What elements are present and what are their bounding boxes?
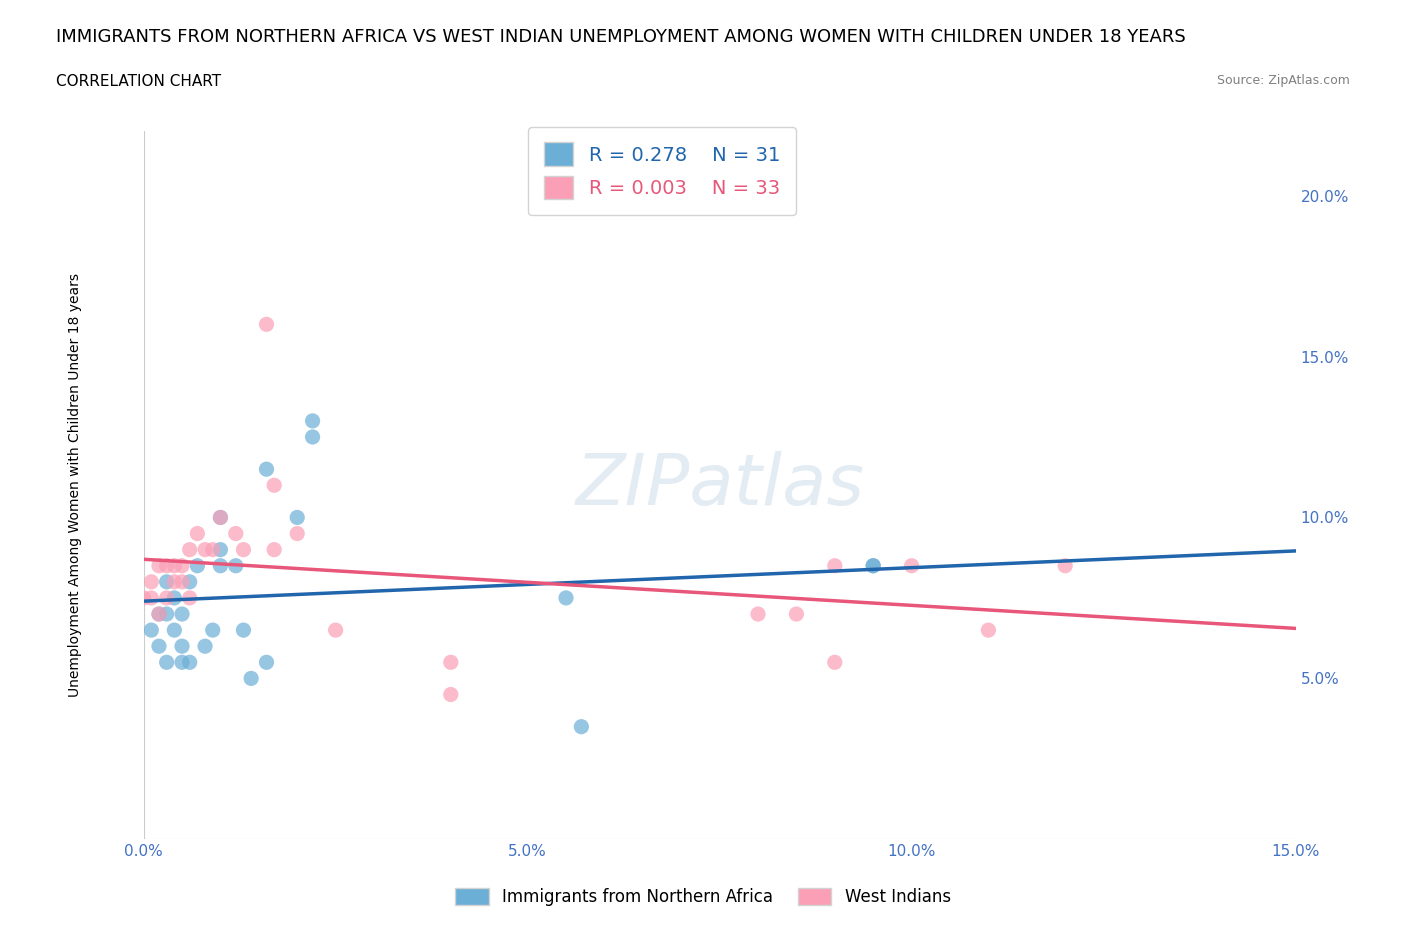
Point: [256, 655, 278, 670]
Point: [225, 526, 247, 541]
Point: [256, 317, 278, 332]
Point: [141, 591, 163, 605]
Point: [263, 478, 285, 493]
Point: [201, 623, 224, 638]
Point: [440, 655, 463, 670]
Point: [256, 461, 278, 476]
Text: Source: ZipAtlas.com: Source: ZipAtlas.com: [1216, 74, 1350, 87]
Point: [862, 558, 884, 573]
Point: [900, 558, 922, 573]
Point: [209, 510, 232, 525]
Point: [141, 623, 163, 638]
Point: [785, 606, 807, 621]
Point: [148, 606, 170, 621]
Point: [824, 558, 846, 573]
Text: Unemployment Among Women with Children Under 18 years: Unemployment Among Women with Children U…: [67, 273, 82, 698]
Point: [440, 687, 463, 702]
Point: [170, 558, 193, 573]
Point: [141, 575, 163, 590]
Point: [163, 558, 186, 573]
Point: [156, 575, 179, 590]
Legend: R = 0.278    N = 31, R = 0.003    N = 33: R = 0.278 N = 31, R = 0.003 N = 33: [529, 126, 796, 215]
Point: [132, 591, 155, 605]
Point: [824, 655, 846, 670]
Point: [156, 591, 179, 605]
Point: [977, 623, 1000, 638]
Point: [301, 414, 323, 429]
Point: [569, 719, 592, 734]
Point: [194, 542, 217, 557]
Point: [862, 558, 884, 573]
Point: [555, 591, 578, 605]
Point: [1054, 558, 1077, 573]
Point: [163, 575, 186, 590]
Point: [170, 655, 193, 670]
Point: [232, 623, 254, 638]
Point: [194, 639, 217, 654]
Point: [170, 639, 193, 654]
Point: [156, 558, 179, 573]
Point: [170, 606, 193, 621]
Point: [148, 639, 170, 654]
Point: [186, 526, 208, 541]
Text: CORRELATION CHART: CORRELATION CHART: [56, 74, 221, 89]
Point: [263, 542, 285, 557]
Point: [325, 623, 347, 638]
Point: [201, 542, 224, 557]
Point: [285, 526, 308, 541]
Point: [148, 606, 170, 621]
Point: [179, 591, 201, 605]
Point: [301, 430, 323, 445]
Text: ZIPatlas: ZIPatlas: [575, 451, 865, 520]
Point: [179, 575, 201, 590]
Point: [209, 542, 232, 557]
Point: [186, 558, 208, 573]
Point: [156, 655, 179, 670]
Point: [232, 542, 254, 557]
Legend: Immigrants from Northern Africa, West Indians: Immigrants from Northern Africa, West In…: [449, 881, 957, 912]
Point: [148, 558, 170, 573]
Point: [209, 510, 232, 525]
Point: [209, 558, 232, 573]
Text: IMMIGRANTS FROM NORTHERN AFRICA VS WEST INDIAN UNEMPLOYMENT AMONG WOMEN WITH CHI: IMMIGRANTS FROM NORTHERN AFRICA VS WEST …: [56, 28, 1187, 46]
Point: [156, 606, 179, 621]
Point: [163, 591, 186, 605]
Point: [179, 655, 201, 670]
Point: [225, 558, 247, 573]
Point: [747, 606, 769, 621]
Point: [170, 575, 193, 590]
Point: [163, 623, 186, 638]
Point: [179, 542, 201, 557]
Point: [285, 510, 308, 525]
Point: [240, 671, 263, 685]
